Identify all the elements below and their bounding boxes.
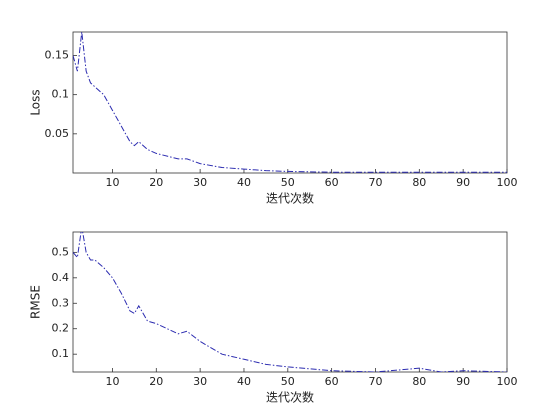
y-tick-label: 0.5 — [52, 245, 70, 258]
x-tick-label: 60 — [325, 176, 339, 189]
y-tick-label: 0.4 — [52, 271, 70, 284]
y-tick-label: 0.1 — [52, 347, 70, 360]
x-tick-label: 10 — [105, 176, 119, 189]
data-line — [73, 232, 507, 372]
y-tick-label: 0.3 — [52, 296, 70, 309]
x-tick-label: 100 — [497, 176, 518, 189]
x-tick-label: 40 — [237, 176, 251, 189]
x-tick-label: 20 — [149, 176, 163, 189]
y-tick-label: 0.1 — [52, 88, 70, 101]
x-tick-label: 90 — [456, 375, 470, 388]
x-tick-label: 50 — [281, 176, 295, 189]
x-tick-label: 80 — [412, 176, 426, 189]
x-tick-label: 10 — [105, 375, 119, 388]
x-tick-label: 60 — [325, 375, 339, 388]
y-axis-label: RMSE — [29, 285, 43, 319]
y-tick-label: 0.05 — [45, 127, 70, 140]
x-tick-label: 30 — [193, 375, 207, 388]
x-axis-label: 迭代次数 — [266, 191, 314, 206]
plot-frame — [72, 231, 508, 373]
x-tick-label: 100 — [497, 375, 518, 388]
x-tick-label: 90 — [456, 176, 470, 189]
x-tick-label: 50 — [281, 375, 295, 388]
x-tick-label: 70 — [368, 375, 382, 388]
y-axis-label: Loss — [29, 89, 43, 115]
x-tick-label: 20 — [149, 375, 163, 388]
x-axis-label: 迭代次数 — [266, 390, 314, 405]
y-tick-label: 0.15 — [45, 49, 70, 62]
y-tick-label: 0.2 — [52, 322, 70, 335]
x-tick-label: 30 — [193, 176, 207, 189]
x-tick-label: 40 — [237, 375, 251, 388]
x-tick-label: 80 — [412, 375, 426, 388]
data-line — [73, 32, 507, 173]
x-tick-label: 70 — [368, 176, 382, 189]
plot-frame — [72, 31, 508, 174]
